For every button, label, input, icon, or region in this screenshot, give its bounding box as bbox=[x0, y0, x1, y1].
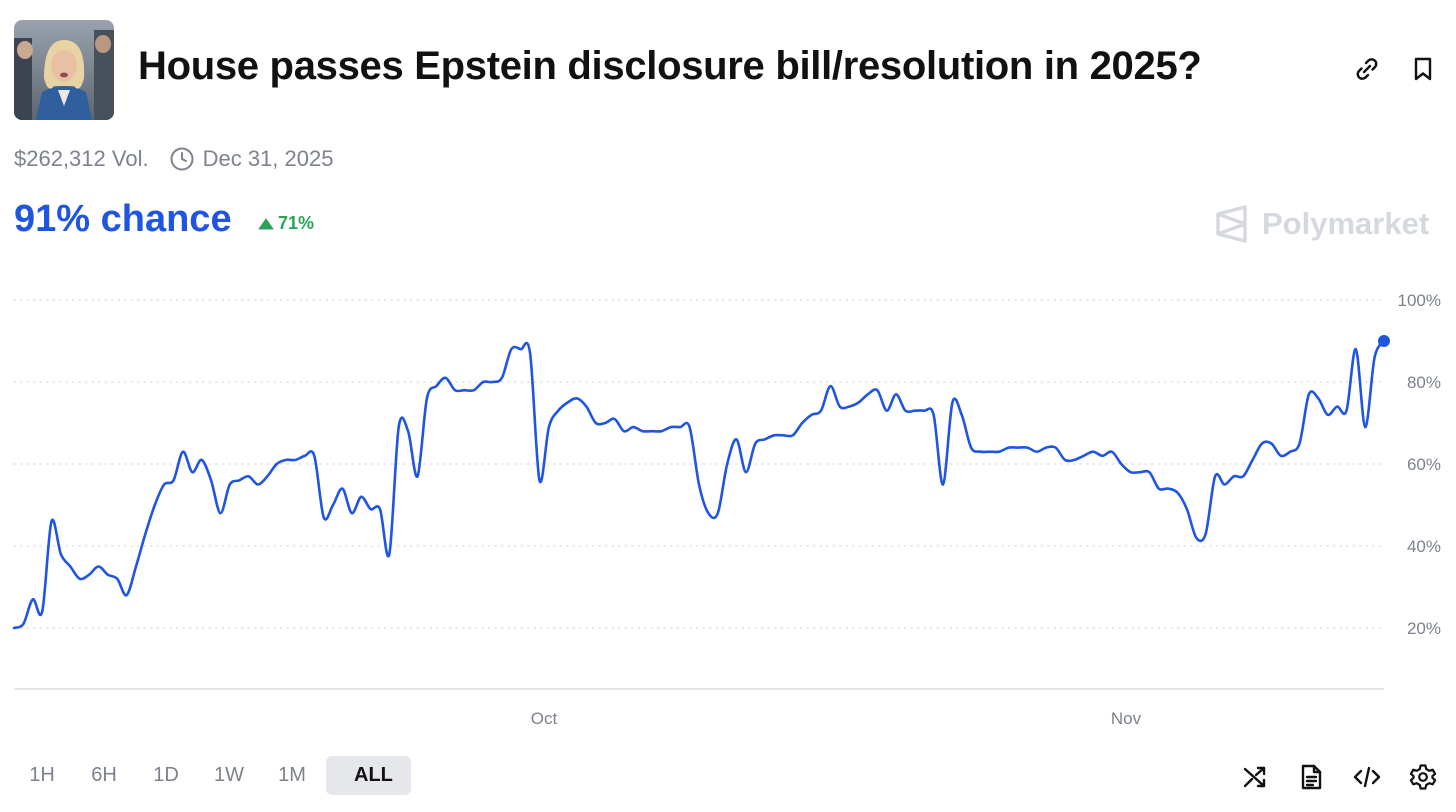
market-meta: $262,312 Vol. Dec 31, 2025 bbox=[14, 146, 333, 172]
tab-1d[interactable]: 1D bbox=[153, 764, 179, 786]
y-tick-label: 60% bbox=[1407, 455, 1441, 474]
x-tick-label: Nov bbox=[1111, 709, 1142, 728]
time-range-tabs: 1H 6H 1D 1W 1M ALL bbox=[14, 756, 411, 795]
tab-all[interactable]: ALL bbox=[326, 756, 411, 795]
document-icon[interactable] bbox=[1296, 762, 1326, 792]
brand-text: Polymarket bbox=[1262, 206, 1430, 241]
x-tick-label: Oct bbox=[531, 709, 558, 728]
polymarket-logo: Polymarket bbox=[1214, 204, 1429, 244]
volume-text: $262,312 Vol. bbox=[14, 146, 149, 171]
end-date-text: Dec 31, 2025 bbox=[202, 146, 334, 171]
chance-value: 91% chance bbox=[14, 198, 232, 240]
y-tick-label: 40% bbox=[1407, 537, 1441, 556]
polymarket-logo-icon bbox=[1216, 205, 1247, 243]
market-thumbnail[interactable] bbox=[14, 20, 114, 120]
y-tick-label: 20% bbox=[1407, 619, 1441, 638]
chance-delta: 71% bbox=[258, 213, 314, 234]
y-tick-label: 100% bbox=[1398, 291, 1441, 310]
market-title: House passes Epstein disclosure bill/res… bbox=[138, 44, 1202, 88]
link-icon[interactable] bbox=[1352, 54, 1382, 84]
gear-icon[interactable] bbox=[1408, 762, 1438, 792]
clock-icon bbox=[170, 147, 194, 171]
series-line bbox=[12, 339, 1386, 630]
y-tick-label: 80% bbox=[1407, 373, 1441, 392]
tab-6h[interactable]: 6H bbox=[91, 764, 117, 786]
shuffle-icon[interactable] bbox=[1240, 762, 1270, 792]
market-thumbnail-photo bbox=[14, 20, 114, 120]
code-icon[interactable] bbox=[1352, 762, 1382, 792]
bookmark-icon[interactable] bbox=[1408, 54, 1438, 84]
tab-1w[interactable]: 1W bbox=[214, 764, 244, 786]
delta-text: 71% bbox=[278, 213, 315, 233]
price-chart[interactable]: 20% 40% 60% 80% 100% Oct Nov bbox=[0, 280, 1456, 740]
current-value-dot bbox=[1378, 335, 1390, 347]
tab-1m[interactable]: 1M bbox=[278, 764, 306, 786]
triangle-up-icon bbox=[258, 218, 274, 229]
tab-1h[interactable]: 1H bbox=[29, 764, 55, 786]
